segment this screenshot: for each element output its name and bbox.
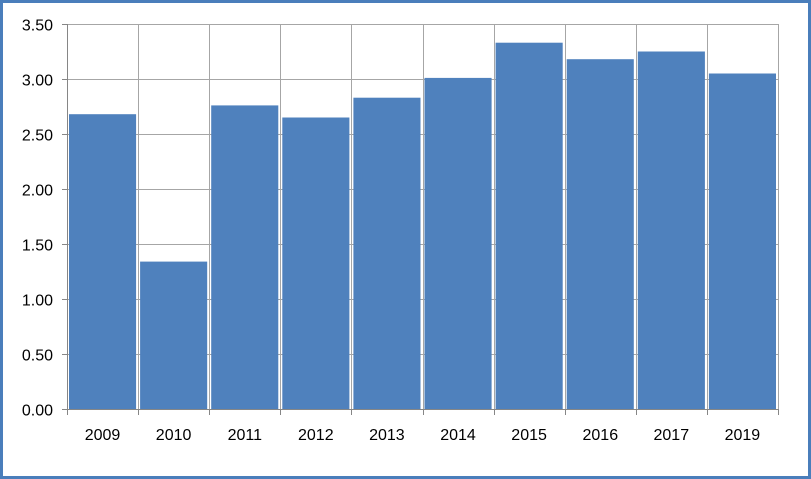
y-tick-label: 2.00 [22, 183, 53, 200]
x-tick-label: 2014 [440, 427, 476, 444]
x-tick-label: 2019 [725, 427, 761, 444]
x-tick-label: 2013 [369, 427, 405, 444]
bar [211, 105, 279, 410]
y-tick-label: 0.50 [22, 348, 53, 365]
y-tick-label: 3.50 [22, 18, 53, 35]
bar [69, 114, 137, 409]
bar [495, 42, 563, 409]
x-tick-label: 2011 [228, 427, 263, 444]
bar [708, 73, 776, 409]
bar [282, 117, 350, 409]
x-tick-label: 2012 [298, 427, 334, 444]
y-tick-label: 1.00 [22, 293, 53, 310]
x-tick-label: 2010 [156, 427, 192, 444]
footer-credit-label: Analist.nl© [572, 456, 649, 473]
x-tick-label: 2009 [85, 427, 121, 444]
bars [69, 42, 776, 410]
bar [353, 97, 421, 409]
bar [566, 59, 634, 409]
y-tick-label: 2.50 [22, 128, 53, 145]
footer-source-label: Valuespectrum.com [8, 456, 160, 473]
y-tick-label: 0.00 [22, 403, 53, 420]
tick-labels: 0.00 0.50 1.00 1.50 2.00 2.50 3.00 3.50 2009 2010… [22, 18, 760, 445]
x-tick-label: 2016 [583, 427, 619, 444]
y-tick-label: 1.50 [22, 238, 53, 255]
bar [140, 261, 208, 409]
axes [62, 24, 779, 415]
x-tick-label: 2015 [511, 427, 547, 444]
footer: Valuespectrum.com Analist.nl© [0, 452, 811, 479]
y-tick-label: 3.00 [22, 73, 53, 90]
x-tick-label: 2017 [654, 427, 690, 444]
bar [637, 51, 705, 409]
bar [424, 77, 492, 410]
